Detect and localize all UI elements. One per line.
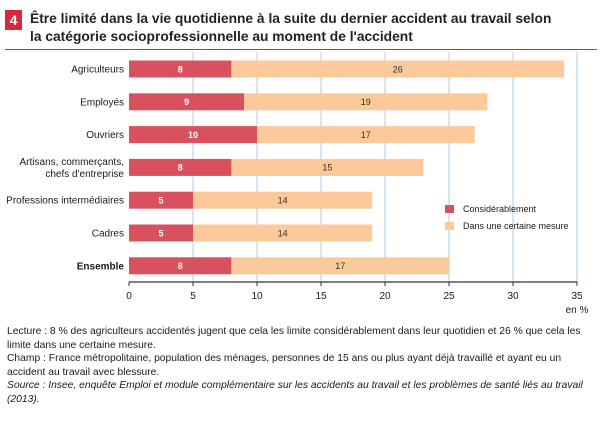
bar-0-0 [129,60,232,78]
category-label-1: Employés [80,97,124,108]
note-source: Source : Insee, enquête Emploi et module… [7,380,583,405]
legend-swatch-1 [445,222,454,230]
data-label-5-1: 14 [278,228,288,238]
data-label-2-1: 17 [361,130,371,140]
data-label-5-0: 5 [158,228,163,238]
data-label-4-1: 14 [278,196,288,206]
x-tick-label-35: 35 [571,291,583,302]
x-tick-label-0: 0 [126,291,132,302]
category-label-2: Ouvriers [86,130,124,141]
bar-4-1 [193,191,373,209]
category-label-4: Professions intermédiaires [6,196,124,207]
bar-2-1 [257,126,475,144]
category-label-6: Ensemble [77,261,125,272]
legend-swatch-0 [445,205,454,213]
note-lecture: Lecture : 8 % des agriculteurs accidenté… [7,326,581,351]
chart-title: Être limité dans la vie quotidienne à la… [30,10,595,45]
figure-number-badge: 4 [5,10,22,30]
category-label-3-1: chefs d'entreprise [45,169,124,180]
bar-6-1 [231,257,449,275]
bar-2-0 [129,126,257,144]
data-label-0-0: 8 [178,64,183,74]
data-label-1-1: 19 [361,97,371,107]
note-champ: Champ : France métropolitaine, populatio… [7,353,562,378]
data-label-2-0: 10 [188,130,198,140]
data-label-3-1: 15 [322,163,332,173]
bar-6-0 [129,257,232,275]
legend-label-0: Considérablement [463,204,537,214]
data-label-3-0: 8 [178,163,183,173]
x-tick-label-25: 25 [443,291,455,302]
title-divider [5,49,597,50]
data-label-6-1: 17 [335,261,345,271]
category-label-0: Agriculteurs [71,65,124,76]
bar-4-0 [129,191,193,209]
chart-notes: Lecture : 8 % des agriculteurs accidenté… [7,325,599,407]
chart-title-line-2: la catégorie socioprofessionnelle au mom… [30,28,413,44]
data-label-6-0: 8 [178,261,183,271]
data-label-0-1: 26 [393,64,403,74]
bar-3-0 [129,158,232,176]
bar-5-1 [193,224,373,242]
category-label-3-0: Artisans, commerçants, [20,157,124,168]
x-tick-label-10: 10 [251,291,263,302]
bar-1-1 [244,93,488,111]
x-tick-label-15: 15 [315,291,327,302]
x-tick-label-5: 5 [190,291,196,302]
legend-label-1: Dans une certaine mesure [463,221,569,231]
category-label-5: Cadres [92,229,124,240]
x-tick-label-30: 30 [507,291,519,302]
bar-3-1 [231,158,424,176]
bar-1-0 [129,93,245,111]
bar-0-1 [231,60,565,78]
bar-5-0 [129,224,193,242]
data-label-1-0: 9 [184,97,189,107]
x-tick-label-20: 20 [379,291,391,302]
x-axis-label: en % [566,305,589,316]
data-label-4-0: 5 [158,196,163,206]
stacked-bar-chart: 8 26 Agriculteurs 9 19 Employés 10 17 Ouvriers 8 1… [6,52,589,316]
chart-title-line-1: Être limité dans la vie quotidienne à la… [30,11,552,26]
